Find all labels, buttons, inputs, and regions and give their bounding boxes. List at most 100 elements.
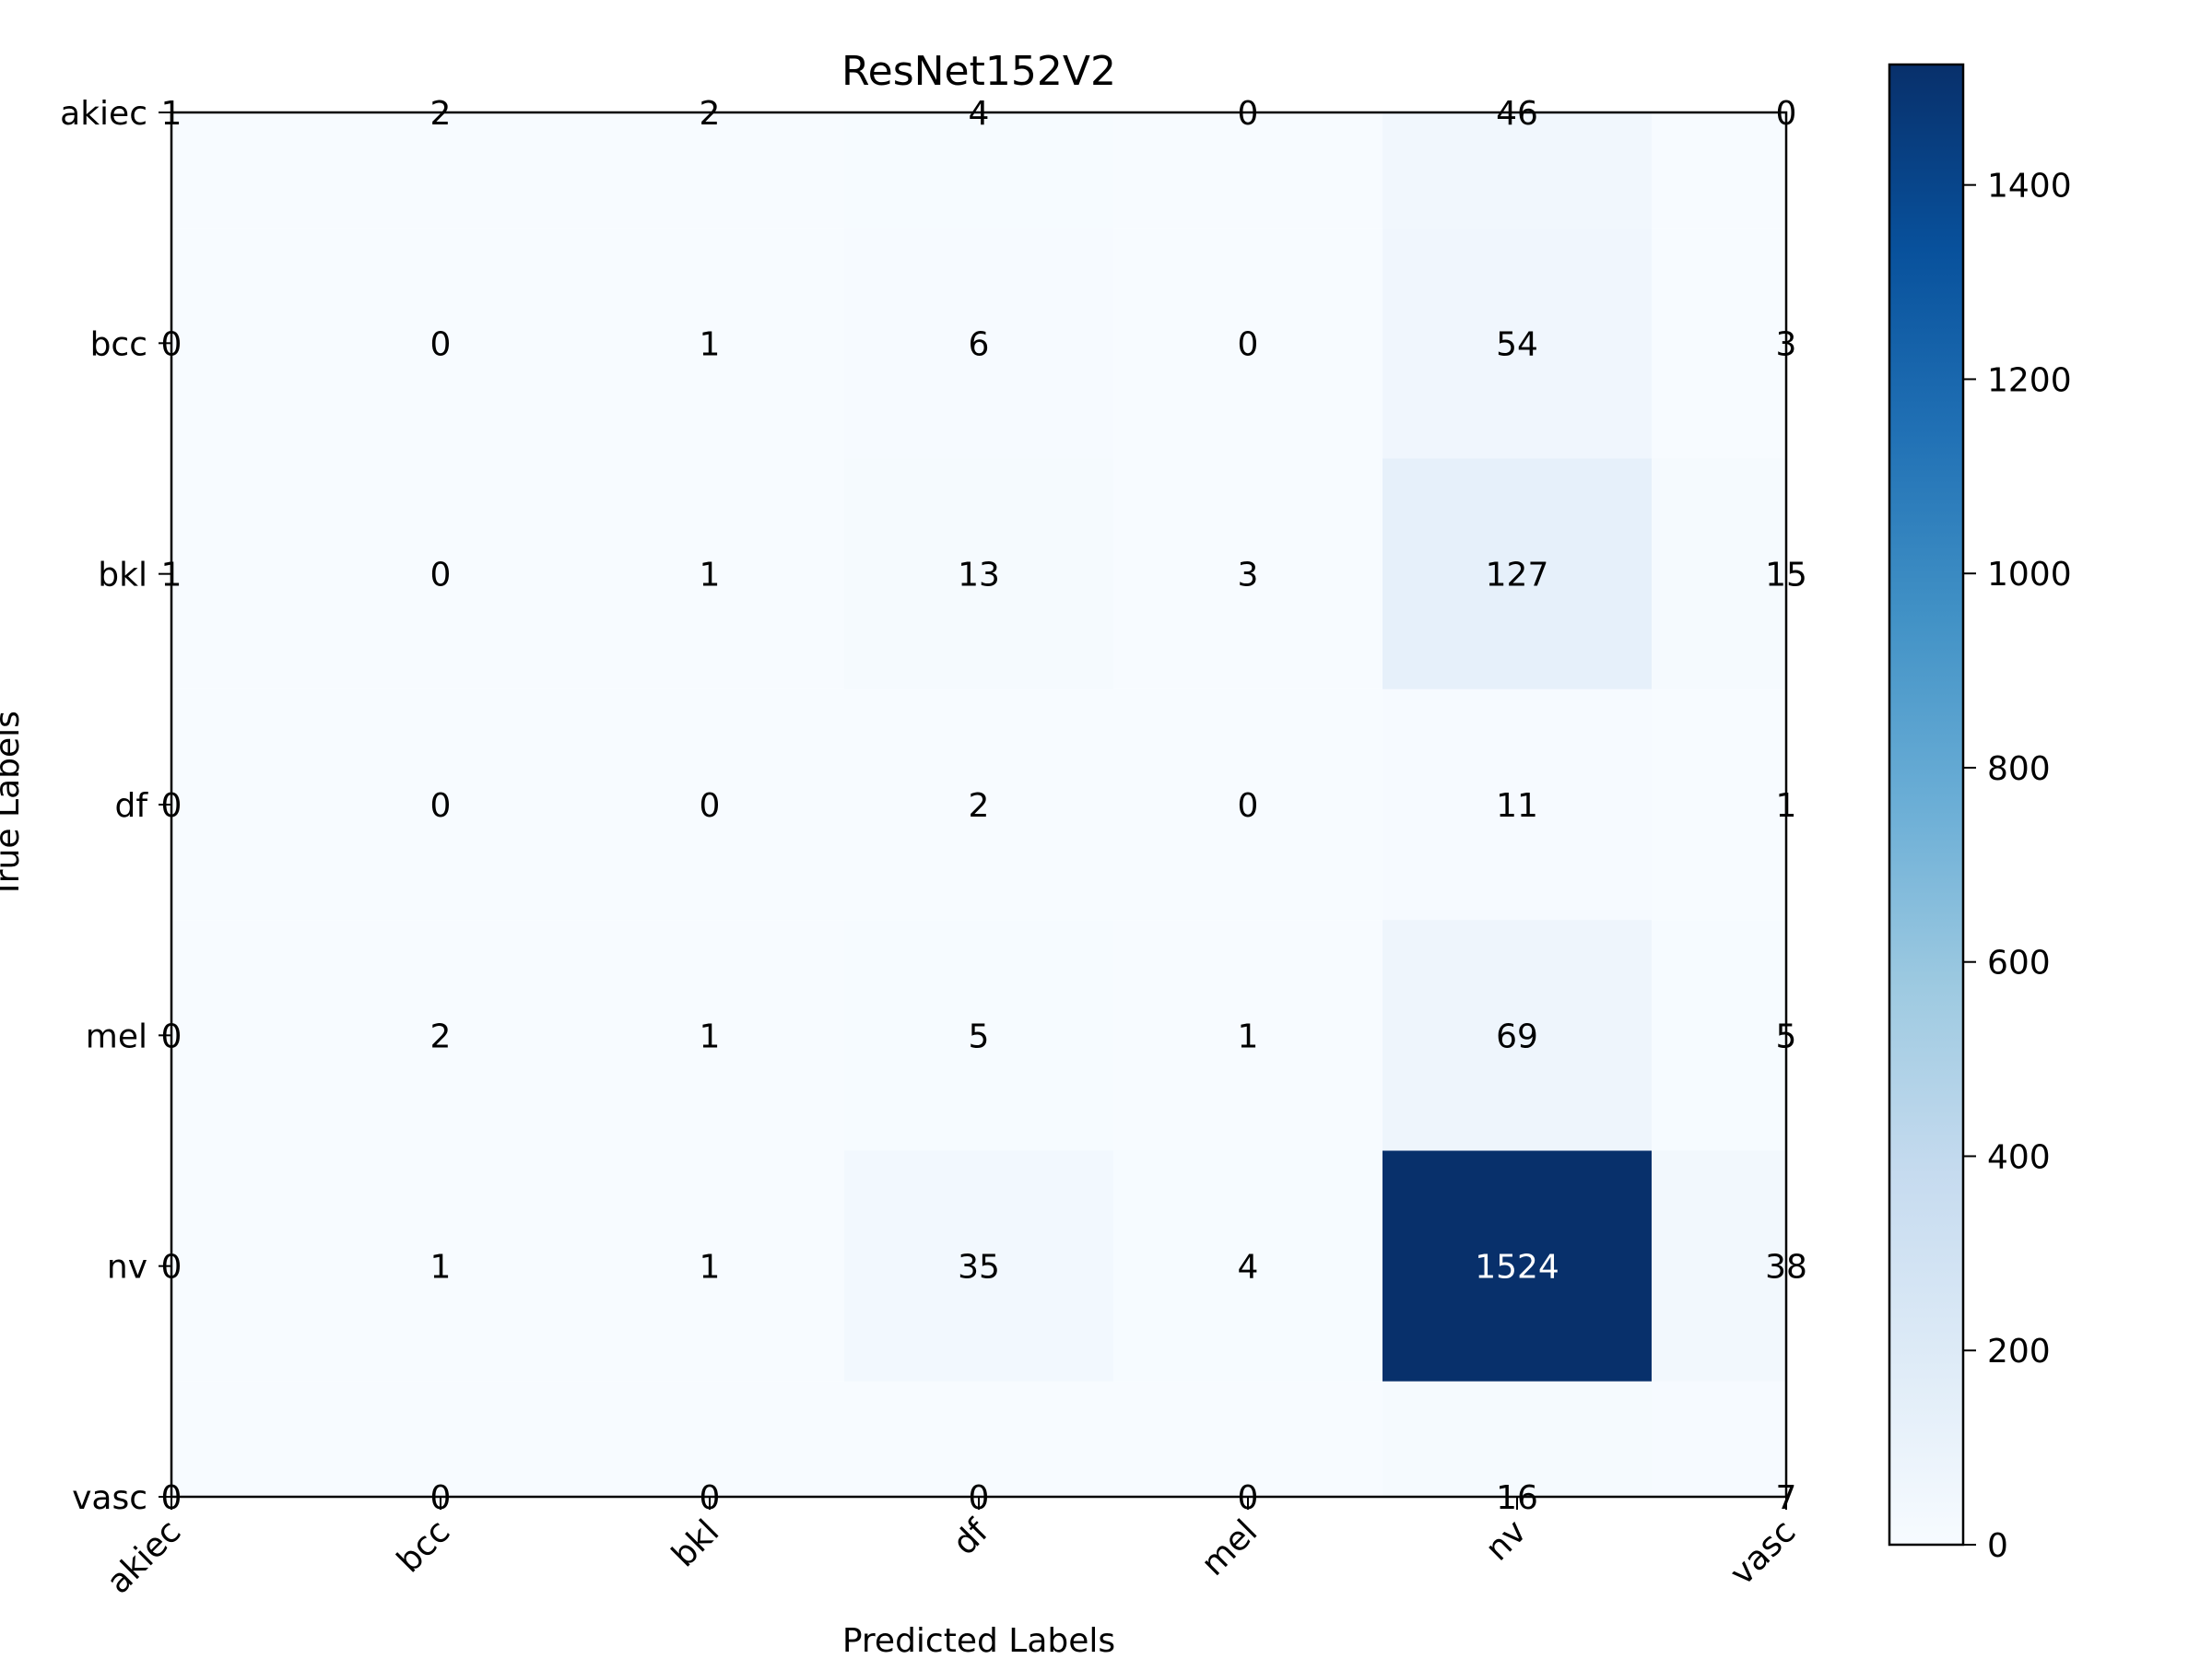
heatmap-cell	[1652, 688, 1786, 921]
heatmap-cell	[1113, 228, 1382, 459]
heatmap-cell	[171, 920, 306, 1151]
colorbar-tick-label: 1400	[1987, 168, 2072, 206]
cell-value-label: 0	[1238, 325, 1259, 363]
heatmap-cell	[171, 1150, 306, 1382]
cell-value-label: 2	[430, 95, 452, 133]
x-tick-label: df	[946, 1512, 996, 1562]
cell-value-label: 1	[430, 1249, 452, 1287]
y-tick-label: mel	[86, 1018, 147, 1055]
cell-value-label: 1	[700, 1249, 721, 1287]
heatmap-cell	[171, 228, 306, 459]
x-axis-ticks: akiec bcc bkl df mel nv vasc	[100, 1497, 1803, 1601]
colorbar-ticks: 0 200 400 600 800 1000 1200 1400	[1963, 168, 2072, 1565]
x-tick-label: vasc	[1723, 1512, 1803, 1593]
heatmap-cell	[1113, 112, 1382, 229]
colorbar-tick-label: 0	[1987, 1527, 2008, 1565]
colorbar-tick-label: 200	[1987, 1333, 2051, 1371]
heatmap-cell	[844, 920, 1113, 1151]
cell-value-label: 5	[969, 1018, 990, 1055]
cell-value-label: 3	[1238, 557, 1259, 594]
colorbar-tick-label: 800	[1987, 750, 2051, 788]
heatmap-cell	[306, 1381, 575, 1497]
heatmap-cell	[1113, 688, 1382, 921]
cell-value-label: 0	[700, 787, 721, 825]
cell-value-label: 2	[969, 787, 990, 825]
cell-value-label: 1	[700, 557, 721, 594]
heatmap-cell	[306, 688, 575, 921]
cell-value-label: 127	[1486, 557, 1549, 594]
cell-value-label: 1524	[1475, 1249, 1559, 1287]
heatmap-cell	[575, 688, 844, 921]
colorbar-tick-label: 400	[1987, 1138, 2051, 1176]
colorbar-gradient	[1888, 63, 1965, 1547]
colorbar-tick-label: 600	[1987, 945, 2051, 982]
heatmap-cell	[1382, 688, 1652, 921]
heatmap-cell	[171, 458, 306, 689]
heatmap-cell	[306, 920, 575, 1151]
heatmap-cell	[1113, 1150, 1382, 1382]
heatmap-cell	[844, 688, 1113, 921]
heatmap-cell	[1652, 920, 1786, 1151]
heatmap-cell	[1652, 1381, 1786, 1497]
heatmap-cell	[306, 228, 575, 459]
heatmap-cell	[575, 458, 844, 689]
heatmap-cell	[1382, 920, 1652, 1151]
heatmap-cell	[844, 1381, 1113, 1497]
heatmap-cell	[1652, 458, 1786, 689]
heatmap-cell	[1652, 1150, 1786, 1382]
cell-value-label: 13	[958, 557, 1000, 594]
heatmap-cell	[575, 1150, 844, 1382]
y-axis-ticks: akiec bcc bkl df mel nv vasc	[60, 95, 171, 1517]
cell-value-label: 0	[1238, 95, 1259, 133]
heatmap-cell	[1652, 228, 1786, 459]
heatmap-cell	[844, 1150, 1113, 1382]
cell-value-label: 11	[1496, 787, 1538, 825]
y-tick-label: vasc	[72, 1479, 147, 1517]
heatmap-cell	[306, 458, 575, 689]
cell-value-label: 35	[958, 1249, 1000, 1287]
y-tick-label: bcc	[90, 325, 147, 363]
y-tick-label: nv	[107, 1249, 147, 1287]
colorbar-tick-label: 1000	[1987, 556, 2072, 594]
cell-value-label: 0	[1238, 787, 1259, 825]
heatmap-cell	[1113, 1381, 1382, 1497]
colorbar-tick-label: 1200	[1987, 361, 2072, 399]
cell-value-label: 46	[1496, 95, 1538, 133]
chart-title: ResNet152V2	[841, 48, 1116, 95]
heatmap-cell	[171, 1381, 306, 1497]
cell-value-label: 1	[1238, 1018, 1259, 1055]
cell-value-label: 0	[430, 557, 452, 594]
y-tick-label: bkl	[98, 557, 147, 594]
heatmap-cell	[1382, 458, 1652, 689]
cell-value-label: 0	[430, 325, 452, 363]
heatmap-cell	[575, 112, 844, 229]
heatmap-cell	[306, 1150, 575, 1382]
heatmap-cell	[1113, 920, 1382, 1151]
heatmap-cell	[844, 228, 1113, 459]
heatmap-cell	[1113, 458, 1382, 689]
colorbar: 0 200 400 600 800 1000 1200 1400	[1888, 63, 2072, 1565]
heatmap-cell	[575, 228, 844, 459]
heatmap-cell	[171, 112, 306, 229]
heatmap-cell	[1652, 112, 1786, 229]
heatmap-cell	[1382, 1150, 1652, 1382]
cell-value-label: 2	[700, 95, 721, 133]
cell-value-label: 0	[430, 787, 452, 825]
heatmap-cell	[1382, 1381, 1652, 1497]
heatmap-cell	[575, 1381, 844, 1497]
x-tick-label: bcc	[390, 1512, 457, 1580]
y-tick-label: df	[114, 787, 148, 825]
cell-value-label: 2	[430, 1018, 452, 1055]
x-tick-label: bkl	[665, 1512, 726, 1574]
cell-value-label: 1	[700, 1018, 721, 1055]
heatmap-cell	[1382, 228, 1652, 459]
cell-value-label: 6	[969, 325, 990, 363]
heatmap-cell	[844, 112, 1113, 229]
cell-value-label: 69	[1496, 1018, 1538, 1055]
cell-value-label: 1	[700, 325, 721, 363]
cell-value-label: 4	[969, 95, 990, 133]
x-tick-label: nv	[1478, 1512, 1534, 1568]
heatmap-cell	[306, 112, 575, 229]
heatmap-cells	[171, 112, 1786, 1497]
x-axis-label: Predicted Labels	[842, 1622, 1115, 1659]
